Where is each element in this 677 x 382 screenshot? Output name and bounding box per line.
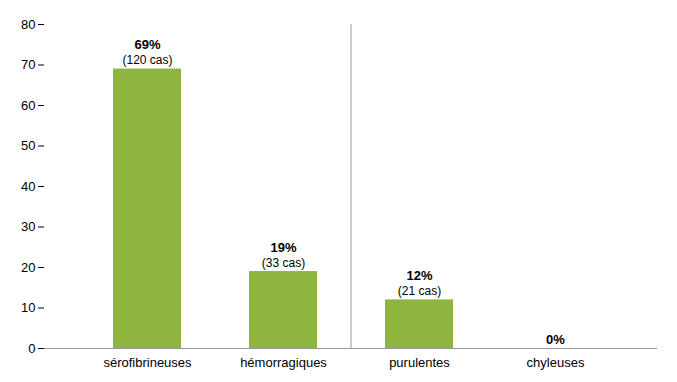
svg-text:20: 20 <box>21 260 35 275</box>
svg-text:60: 60 <box>21 98 35 113</box>
svg-text:chyleuses: chyleuses <box>527 355 585 370</box>
svg-text:80: 80 <box>21 17 35 32</box>
svg-text:69%: 69% <box>134 37 160 52</box>
svg-text:0: 0 <box>28 341 35 356</box>
svg-text:sérofibrineuses: sérofibrineuses <box>103 355 192 370</box>
svg-text:70: 70 <box>21 57 35 72</box>
svg-text:(21 cas): (21 cas) <box>398 284 441 298</box>
svg-text:50: 50 <box>21 138 35 153</box>
svg-text:hémorragiques: hémorragiques <box>240 355 327 370</box>
svg-text:12%: 12% <box>406 268 432 283</box>
svg-text:30: 30 <box>21 219 35 234</box>
svg-text:(33 cas): (33 cas) <box>262 256 305 270</box>
svg-text:(120 cas): (120 cas) <box>122 53 172 67</box>
svg-text:19%: 19% <box>270 240 296 255</box>
svg-text:40: 40 <box>21 179 35 194</box>
svg-text:10: 10 <box>21 300 35 315</box>
svg-text:purulentes: purulentes <box>389 355 450 370</box>
svg-text:0%: 0% <box>546 332 565 347</box>
